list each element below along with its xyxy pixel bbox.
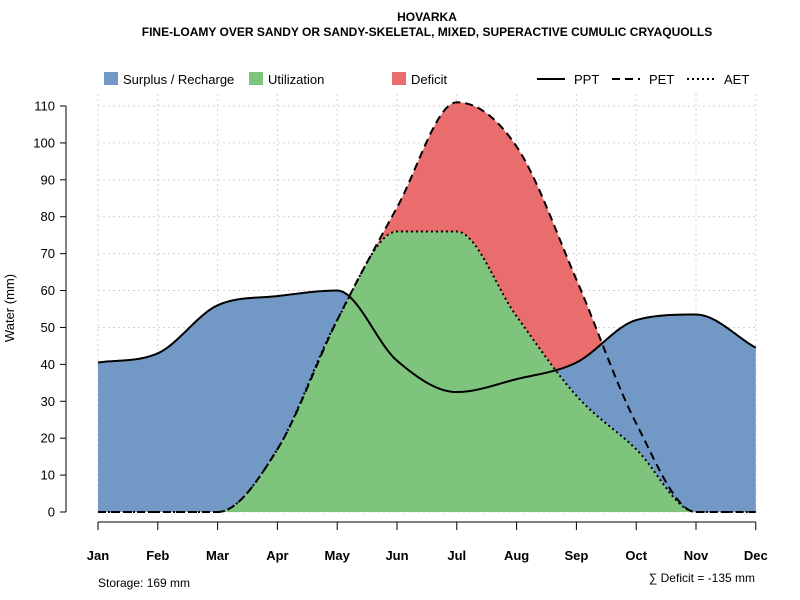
legend-swatch xyxy=(104,72,118,85)
y-tick-label: 50 xyxy=(41,320,55,335)
y-tick-label: 90 xyxy=(41,172,55,187)
x-tick-label: Jul xyxy=(447,548,466,563)
y-tick-label: 70 xyxy=(41,246,55,261)
x-tick-label: Jun xyxy=(385,548,408,563)
x-tick-label: Sep xyxy=(564,548,588,563)
pet-line xyxy=(98,101,756,513)
y-tick-label: 30 xyxy=(41,394,55,409)
y-tick-label: 60 xyxy=(41,283,55,298)
chart-title: HOVARKA xyxy=(397,10,457,24)
y-tick-label: 10 xyxy=(41,468,55,483)
series-lines xyxy=(97,101,757,513)
y-tick-label: 80 xyxy=(41,209,55,224)
x-tick-label: Apr xyxy=(266,548,288,563)
y-tick-label: 100 xyxy=(33,135,55,150)
axes: 0 10 20 30 40 50 60 70 80 90 100 110 Jan Feb Mar Apr May… xyxy=(33,99,767,564)
legend-label: AET xyxy=(724,72,749,87)
x-tick-label: Dec xyxy=(744,548,768,563)
y-axis-label: Water (mm) xyxy=(2,274,17,342)
x-tick-label: Jan xyxy=(87,548,109,563)
x-tick-label: Feb xyxy=(146,548,169,563)
x-tick-label: Nov xyxy=(684,548,709,563)
y-tick-label: 0 xyxy=(48,505,55,520)
chart-subtitle: FINE-LOAMY OVER SANDY OR SANDY-SKELETAL,… xyxy=(142,25,713,39)
x-tick-label: Oct xyxy=(625,548,647,563)
legend-label: Deficit xyxy=(411,72,448,87)
storage-note: Storage: 169 mm xyxy=(98,576,190,590)
y-tick-label: 110 xyxy=(34,99,55,114)
area-fills xyxy=(98,102,756,513)
legend-label: PET xyxy=(649,72,674,87)
legend-swatch xyxy=(249,72,263,85)
y-tick-label: 40 xyxy=(41,357,55,372)
x-tick-label: Aug xyxy=(504,548,529,563)
surplus-recharge-area xyxy=(98,290,756,512)
legend-label: Utilization xyxy=(268,72,324,87)
legend-swatch xyxy=(392,72,406,85)
deficit-note: ∑ Deficit = -135 mm xyxy=(649,571,755,585)
x-tick-label: May xyxy=(325,548,351,563)
legend-label: Surplus / Recharge xyxy=(123,72,234,87)
legend-label: PPT xyxy=(574,72,599,87)
deficit-area xyxy=(98,102,756,512)
x-tick-label: Mar xyxy=(206,548,229,563)
y-tick-label: 20 xyxy=(41,431,55,446)
ppt-line xyxy=(97,289,757,394)
legend: Surplus / Recharge Utilization Deficit PPT P… xyxy=(104,72,749,87)
utilization-area xyxy=(98,231,756,513)
aet-line xyxy=(98,230,756,513)
